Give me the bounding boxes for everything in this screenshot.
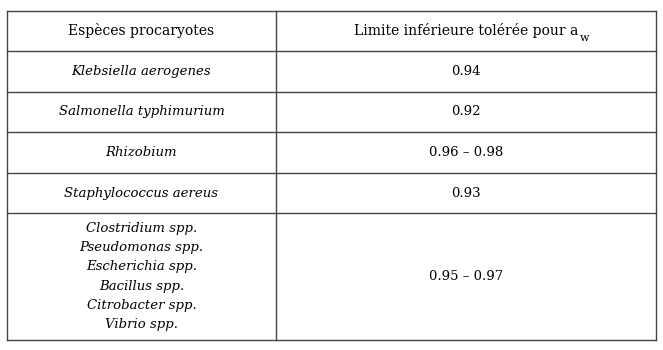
- Text: Escherichia spp.: Escherichia spp.: [86, 260, 197, 273]
- Text: 0.92: 0.92: [452, 105, 481, 118]
- Text: Staphylococcus aereus: Staphylococcus aereus: [64, 187, 218, 199]
- Text: w: w: [579, 33, 589, 43]
- Text: Clostridium spp.: Clostridium spp.: [86, 222, 197, 235]
- Text: Vibrio spp.: Vibrio spp.: [105, 318, 178, 331]
- Text: Espèces procaryotes: Espèces procaryotes: [68, 23, 215, 38]
- Text: Pseudomonas spp.: Pseudomonas spp.: [80, 241, 204, 254]
- Text: Salmonella typhimurium: Salmonella typhimurium: [58, 105, 224, 118]
- Text: 0.95 – 0.97: 0.95 – 0.97: [429, 270, 503, 283]
- Text: 0.94: 0.94: [452, 65, 481, 78]
- Text: Citrobacter spp.: Citrobacter spp.: [87, 299, 196, 312]
- Text: 0.96 – 0.98: 0.96 – 0.98: [429, 146, 503, 159]
- Text: Limite inférieure tolérée pour a: Limite inférieure tolérée pour a: [354, 23, 579, 38]
- Text: Bacillus spp.: Bacillus spp.: [99, 280, 184, 293]
- Text: Klebsiella aerogenes: Klebsiella aerogenes: [72, 65, 211, 78]
- Text: 0.93: 0.93: [452, 187, 481, 199]
- Text: Rhizobium: Rhizobium: [105, 146, 177, 159]
